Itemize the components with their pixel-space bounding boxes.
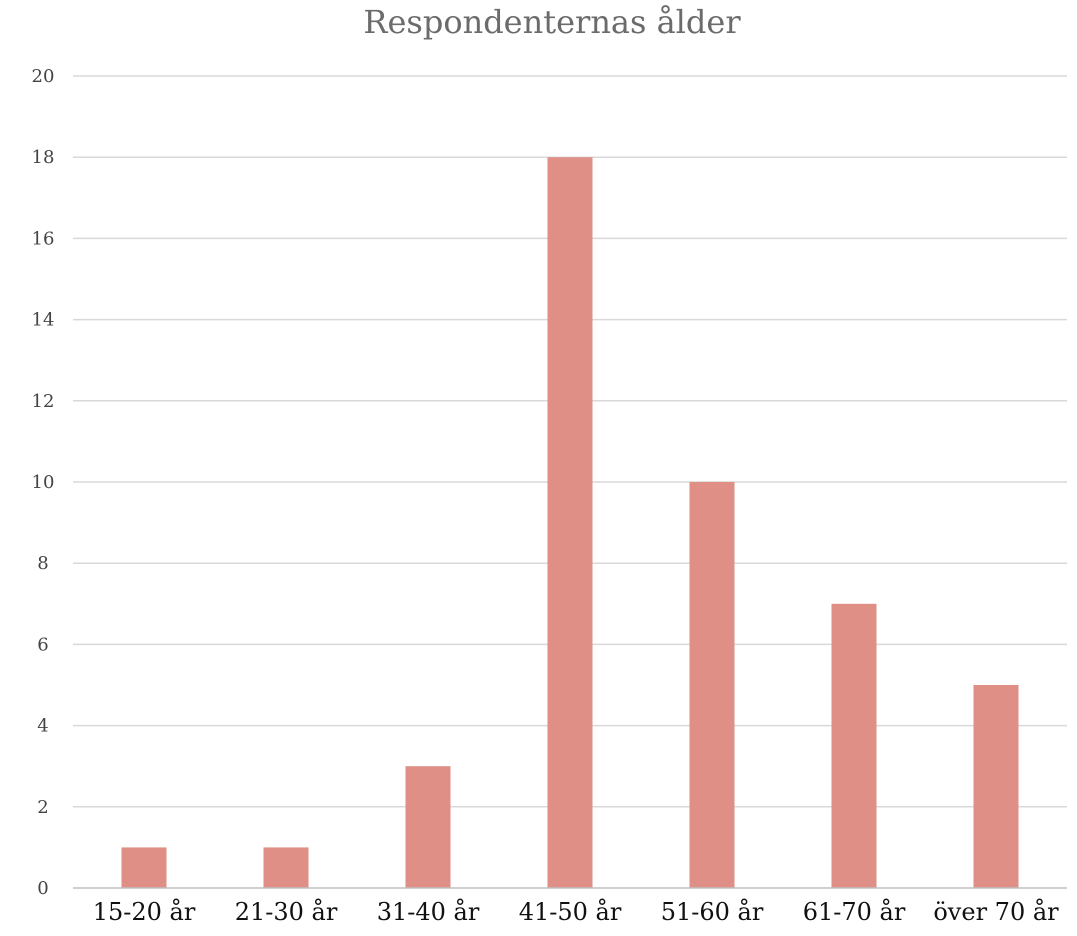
bar xyxy=(405,766,451,888)
bar xyxy=(263,847,309,888)
bar xyxy=(689,482,735,888)
bar xyxy=(547,157,593,888)
y-tick-label: 18 xyxy=(32,147,55,168)
bar xyxy=(831,603,877,888)
x-tick-label: 51-60 år xyxy=(661,897,764,926)
y-tick-label: 4 xyxy=(37,716,48,737)
y-tick-label: 12 xyxy=(32,391,55,412)
y-tick-label: 10 xyxy=(32,472,55,493)
bar xyxy=(121,847,167,888)
bar xyxy=(973,685,1019,888)
chart-title: Respondenternas ålder xyxy=(363,3,741,41)
y-axis-ticks: 0 2 4 6 8 10 12 14 16 18 20 xyxy=(32,66,55,899)
x-axis-ticks: 15-20 år 21-30 år 31-40 år 41-50 år 51-60 år… xyxy=(93,897,1059,926)
y-tick-label: 0 xyxy=(37,878,48,899)
x-tick-label: 21-30 år xyxy=(235,897,338,926)
x-tick-label: 15-20 år xyxy=(93,897,196,926)
x-tick-label: 31-40 år xyxy=(377,897,480,926)
y-tick-label: 20 xyxy=(32,66,55,87)
y-tick-label: 8 xyxy=(37,553,48,574)
y-tick-label: 14 xyxy=(32,310,55,331)
x-tick-label: 41-50 år xyxy=(519,897,622,926)
x-tick-label: över 70 år xyxy=(933,897,1059,926)
bars xyxy=(121,157,1019,888)
y-tick-label: 6 xyxy=(37,634,48,655)
y-tick-label: 2 xyxy=(37,797,48,818)
y-tick-label: 16 xyxy=(32,228,55,249)
x-tick-label: 61-70 år xyxy=(803,897,906,926)
